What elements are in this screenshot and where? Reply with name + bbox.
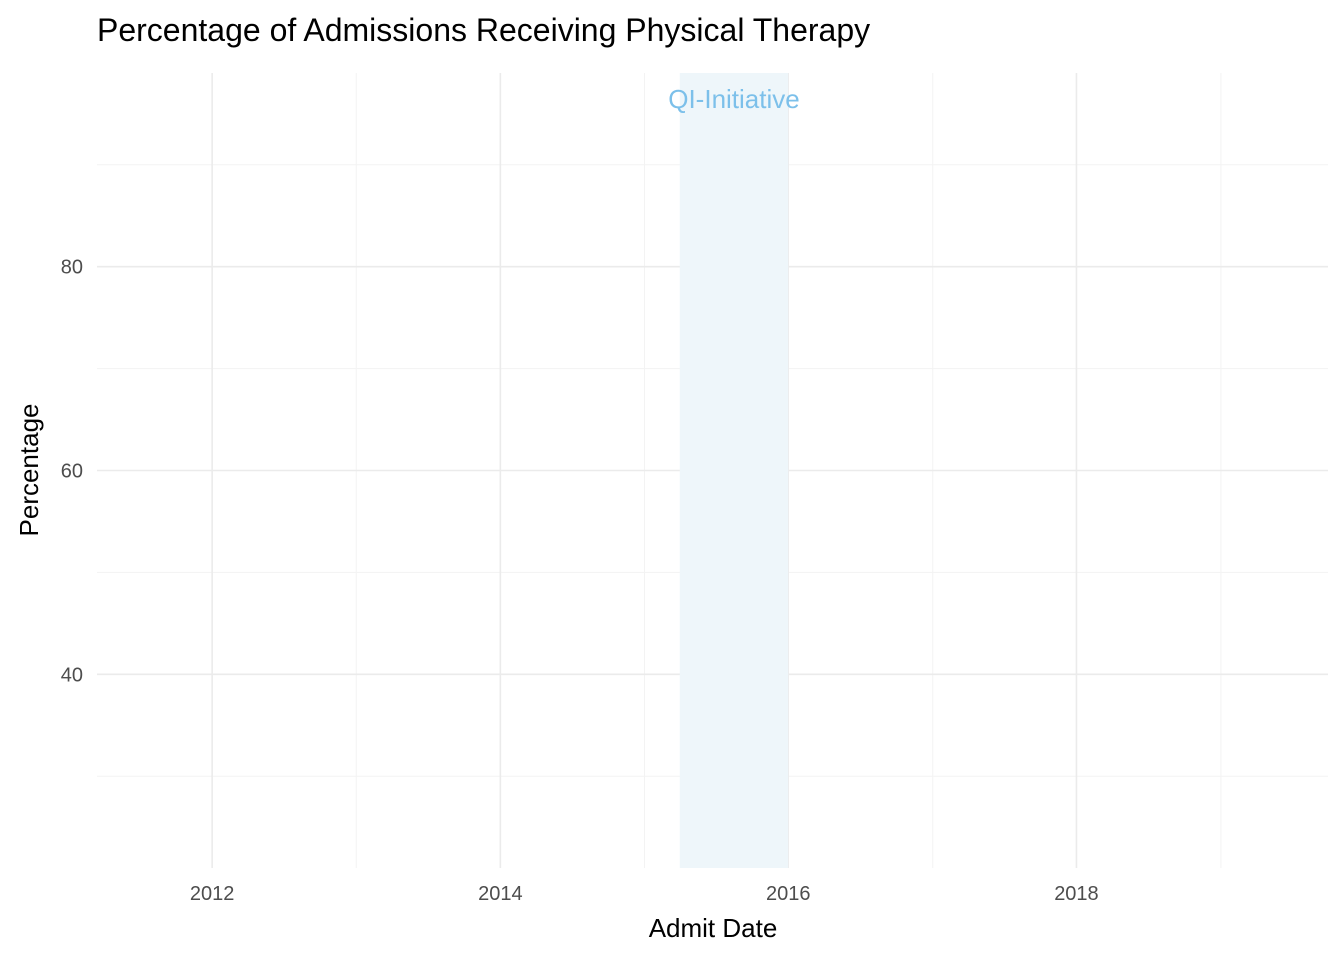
x-tick-label: 2014 [478, 883, 523, 905]
y-tick-label: 60 [61, 461, 83, 483]
x-axis-label: Admit Date [649, 913, 778, 943]
qi-initiative-band [679, 73, 789, 868]
annotation-layer: QI-Initiative [668, 73, 800, 868]
x-tick-label: 2018 [1054, 883, 1099, 905]
y-tick-label: 80 [61, 257, 83, 279]
y-tick-label: 40 [61, 664, 83, 686]
chart-title: Percentage of Admissions Receiving Physi… [97, 12, 870, 48]
x-tick-label: 2016 [766, 883, 811, 905]
x-tick-label: 2012 [190, 883, 235, 905]
qi-initiative-label: QI-Initiative [668, 84, 800, 114]
x-axis: 2012 2014 2016 2018 [190, 883, 1099, 905]
y-axis-label: Percentage [14, 404, 44, 537]
y-axis: 40 60 80 [61, 257, 83, 687]
